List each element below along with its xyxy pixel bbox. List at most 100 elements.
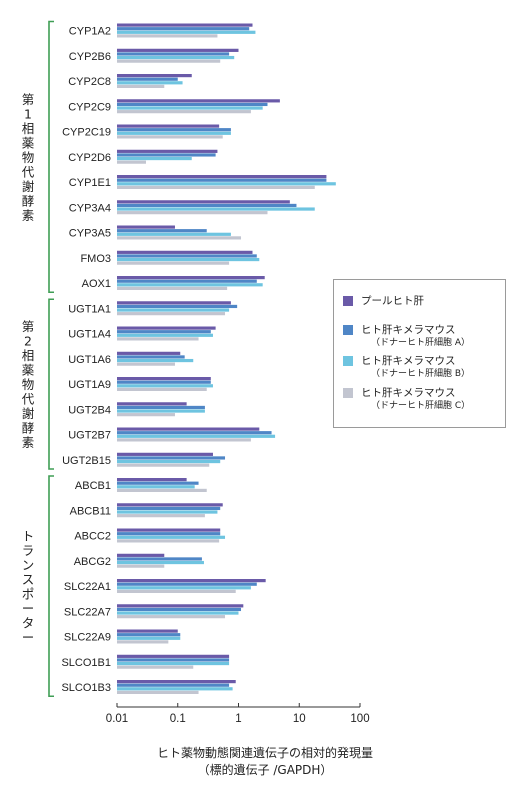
bar	[117, 178, 327, 182]
gene-label: CYP2C19	[62, 127, 111, 139]
bar	[117, 236, 242, 240]
bar	[117, 326, 216, 330]
bar	[117, 48, 239, 52]
gene-label: SLCO1B1	[61, 657, 111, 669]
gene-labels: CYP1A2 CYP2B6 CYP2C8 CYP2C9 CYP2C19 CYP2D6 CYP…	[61, 26, 111, 695]
gene-label: CYP3A4	[69, 202, 111, 214]
x-tick-label: 0.1	[170, 713, 186, 725]
bar	[117, 506, 221, 511]
bar	[117, 102, 268, 107]
bar	[117, 182, 336, 186]
group-label: トランスポーター	[22, 528, 35, 645]
bar	[117, 229, 207, 233]
gene-label: FMO3	[80, 253, 111, 265]
group-label: 第 2 相薬物代謝酵素	[22, 319, 35, 450]
bar	[117, 276, 265, 280]
legend-swatch	[343, 388, 353, 398]
x-axis-title: ヒト薬物動態関連遺伝子の相対的発現量	[157, 745, 373, 760]
bar	[117, 582, 257, 586]
bar	[117, 124, 220, 128]
bar	[117, 481, 199, 485]
legend: プールヒト肝 ヒト肝キメラマウス （ドナーヒト肝細胞 A） ヒト肝キメラマウス （ド…	[333, 279, 506, 428]
gene-label: ABCB11	[70, 505, 111, 517]
bar	[117, 257, 260, 262]
bar	[117, 640, 169, 644]
bar	[117, 261, 230, 265]
gene-label: UGT1A1	[68, 303, 111, 315]
gene-label: UGT1A4	[68, 329, 111, 341]
gene-label: SLC22A9	[64, 632, 111, 644]
bar	[117, 337, 199, 341]
bar	[117, 589, 236, 593]
bar	[117, 304, 238, 309]
gene-label: CYP2D6	[68, 152, 111, 164]
legend-label: ヒト肝キメラマウス	[361, 355, 456, 367]
bar	[117, 564, 165, 568]
bar	[117, 30, 256, 34]
group-bracket	[48, 298, 54, 470]
legend-swatch	[343, 356, 353, 366]
bar	[117, 149, 218, 153]
bar	[117, 604, 244, 608]
bar	[117, 84, 165, 88]
bar	[117, 362, 175, 366]
legend-item-chimeric-mouse-b: ヒト肝キメラマウス （ドナーヒト肝細胞 B）	[343, 354, 470, 380]
gene-label: UGT2B4	[68, 404, 111, 416]
bar	[117, 560, 204, 565]
bar	[117, 629, 178, 633]
gene-label: ABCG2	[74, 556, 111, 568]
bar	[117, 615, 226, 619]
bar	[117, 351, 181, 355]
bar	[117, 683, 230, 687]
gene-label: SLC22A7	[64, 606, 111, 618]
bar	[117, 377, 211, 381]
bar	[117, 27, 250, 31]
bar	[117, 658, 230, 662]
bar	[117, 427, 260, 431]
x-tick-label: 10	[293, 713, 306, 725]
bar	[117, 283, 263, 287]
bar	[117, 539, 220, 543]
x-tick-label: 1	[235, 713, 241, 725]
bar	[117, 77, 178, 81]
bar	[117, 59, 221, 63]
bar	[117, 23, 253, 27]
bar	[117, 207, 315, 211]
bar	[117, 110, 251, 114]
bar	[117, 687, 233, 691]
gene-label: UGT1A9	[68, 379, 111, 391]
bar	[117, 553, 165, 557]
bar	[117, 607, 242, 612]
bar	[117, 680, 236, 684]
group-bracket	[48, 20, 54, 294]
bar	[117, 611, 239, 615]
bar	[117, 74, 192, 78]
legend-item-chimeric-mouse-a: ヒト肝キメラマウス （ドナーヒト肝細胞 A）	[343, 323, 470, 349]
bar	[117, 456, 226, 460]
bar	[117, 156, 192, 161]
bar	[117, 279, 257, 283]
x-axis: 0.01 0.1 1 10 100	[106, 703, 370, 725]
legend-sublabel: （ドナーヒト肝細胞 B）	[371, 369, 471, 379]
bar	[117, 514, 205, 518]
gene-label: SLCO1B3	[61, 682, 111, 694]
bar	[117, 661, 230, 666]
gene-label: CYP2B6	[69, 51, 111, 63]
bar	[117, 579, 266, 583]
bar	[117, 330, 211, 334]
legend-label: ヒト肝キメラマウス	[361, 324, 456, 336]
bar	[117, 434, 276, 438]
bar	[117, 654, 230, 658]
bar	[117, 402, 187, 406]
gene-label: ABCC2	[74, 531, 111, 543]
legend-label: プールヒト肝	[361, 295, 424, 307]
gene-label: AOX1	[82, 278, 111, 290]
bar	[117, 185, 315, 189]
legend-item-chimeric-mouse-c: ヒト肝キメラマウス （ドナーヒト肝細胞 C）	[343, 386, 470, 412]
bar	[117, 153, 216, 157]
bar	[117, 99, 280, 103]
bar	[117, 413, 175, 417]
bar	[117, 333, 213, 337]
gene-label: SLC22A1	[64, 581, 111, 593]
